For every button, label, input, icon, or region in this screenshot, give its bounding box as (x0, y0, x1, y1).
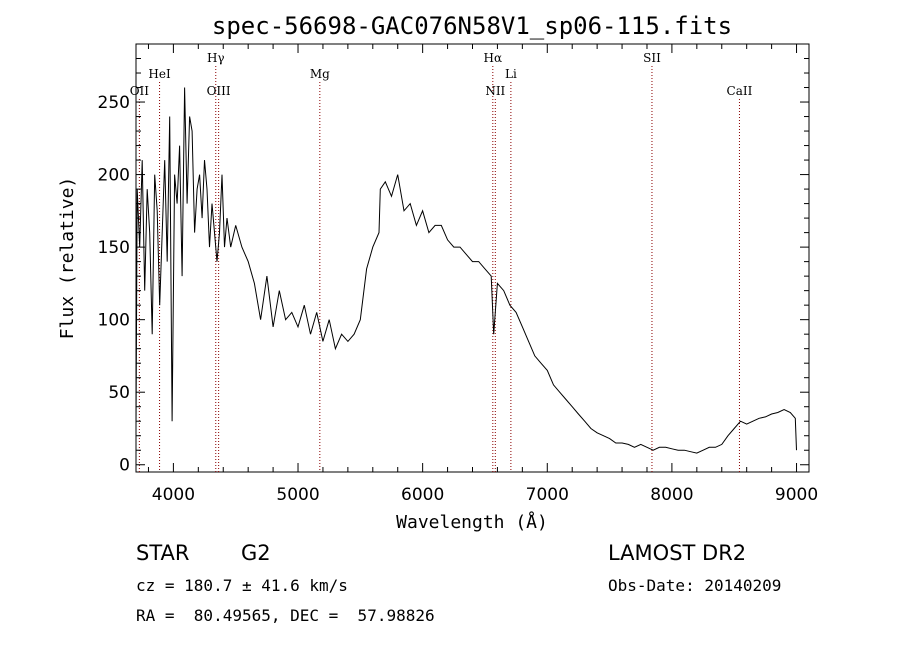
y-tick-label: 200 (98, 166, 130, 186)
x-tick-label: 8000 (650, 485, 693, 505)
spectral-line-label: Hα (484, 51, 503, 65)
y-axis-label: Flux (relative) (57, 177, 78, 340)
object-subclass: G2 (241, 541, 271, 565)
spectral-line-label: OII (130, 84, 150, 98)
series-layer (135, 87, 797, 454)
x-axis-label: Wavelength (Å) (396, 511, 548, 533)
y-tick-label: 100 (98, 311, 130, 331)
spectral-line-label: HeI (148, 67, 171, 81)
spectral-line-label: Li (505, 67, 517, 81)
spectral-line-label: SII (643, 51, 661, 65)
redshift-cz: cz = 180.7 ± 41.6 km/s (136, 576, 348, 595)
spectral-line-label: Hγ (207, 51, 225, 65)
x-tick-label: 9000 (775, 485, 818, 505)
x-tick-label: 4000 (152, 485, 195, 505)
y-tick-label: 50 (108, 383, 130, 403)
spectral-line-label: OIII (207, 84, 231, 98)
spectral-line-label: Mg (310, 67, 330, 81)
spectral-line-label: CaII (727, 84, 753, 98)
survey-name: LAMOST DR2 (608, 541, 747, 565)
chart-title: spec-56698-GAC076N58V1_sp06-115.fits (212, 12, 732, 40)
plot-frame (135, 43, 810, 473)
x-tick-label: 6000 (401, 485, 444, 505)
x-tick-label: 7000 (526, 485, 569, 505)
y-tick-label: 0 (119, 456, 130, 476)
x-tick-label: 5000 (276, 485, 319, 505)
flux-series-0 (135, 87, 797, 454)
ticks-layer: 4000 5000 6000 7000 8000 9000 0 50 100 150 200 250 (98, 44, 818, 505)
y-tick-label: 250 (98, 93, 130, 113)
spectral-line-label: NII (485, 84, 505, 98)
object-class: STAR (136, 541, 190, 565)
y-tick-label: 150 (98, 238, 130, 258)
coordinates: RA = 80.49565, DEC = 57.98826 (136, 606, 435, 625)
observation-date: Obs-Date: 20140209 (608, 576, 782, 595)
